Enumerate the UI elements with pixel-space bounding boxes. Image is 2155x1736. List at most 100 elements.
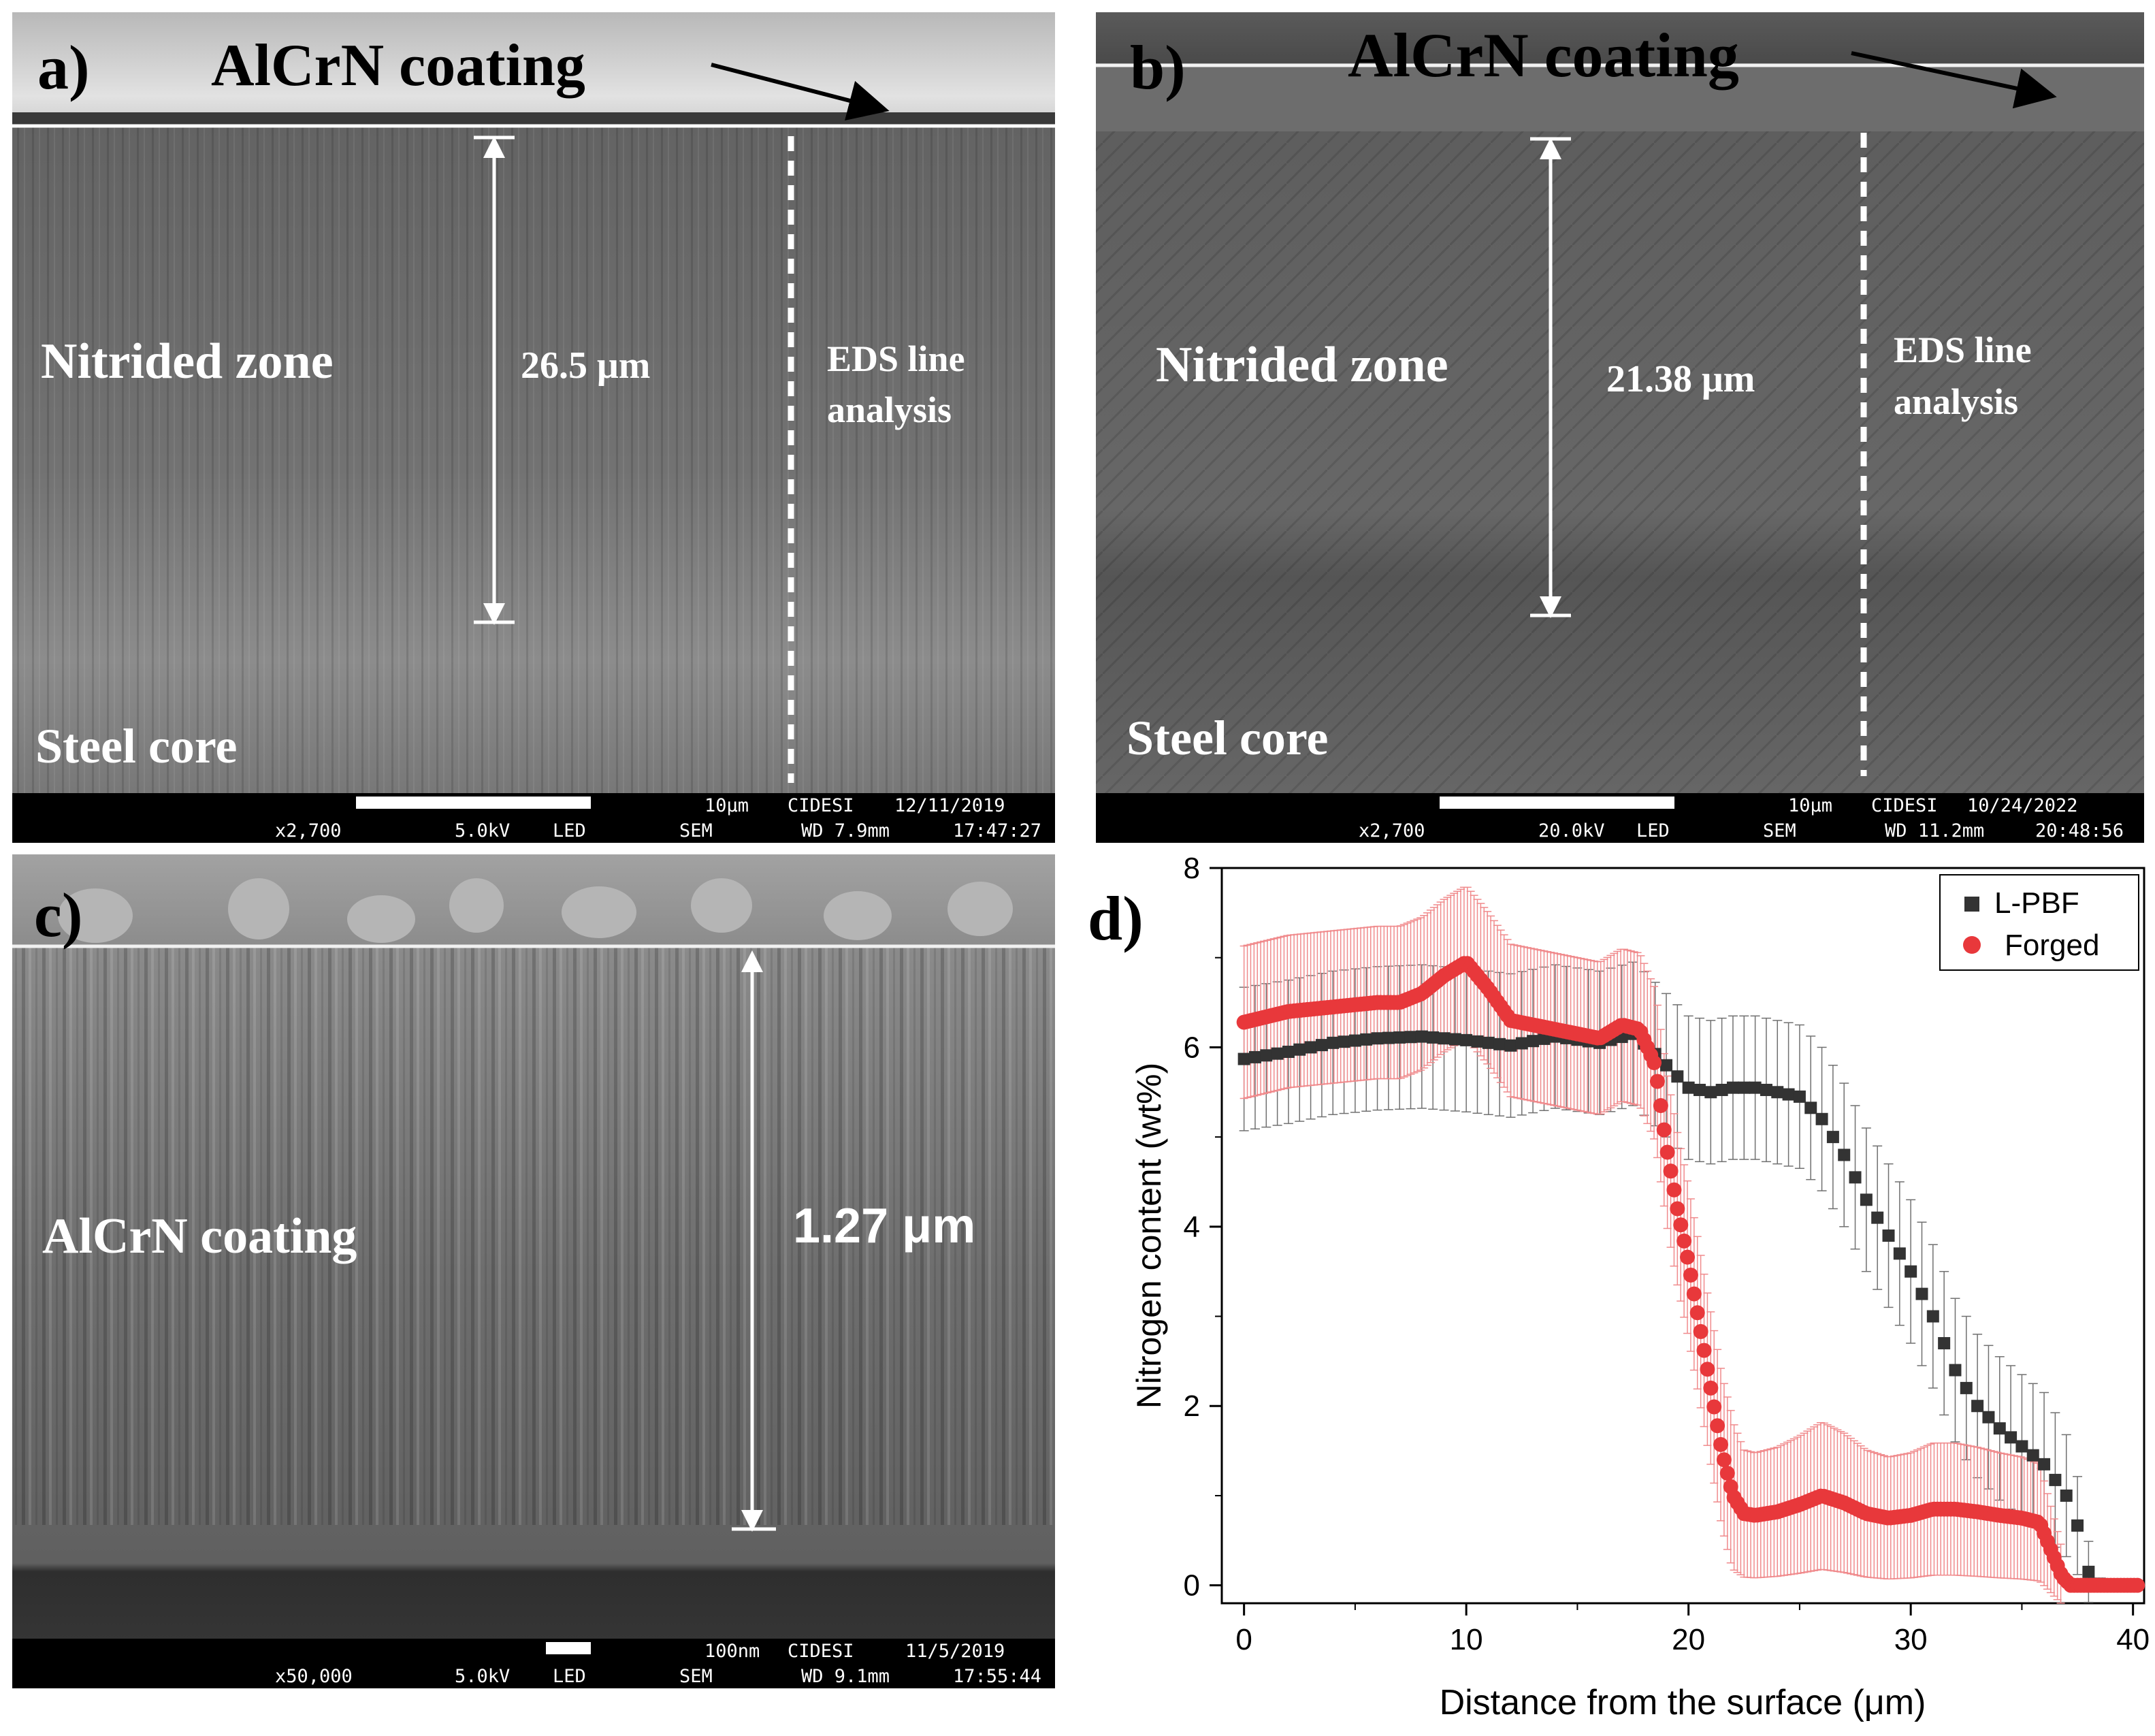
lpbf-point bbox=[1882, 1229, 1895, 1242]
forged-point bbox=[1680, 1249, 1696, 1265]
panel-a-arrow-top bbox=[483, 136, 505, 158]
lpbf-point bbox=[1926, 1310, 1939, 1323]
lpbf-point bbox=[1671, 1070, 1684, 1083]
y-tick-label: 6 bbox=[1184, 1031, 1200, 1064]
panel-a-mag: x2,700 bbox=[275, 820, 342, 841]
panel-a-core-label: Steel core bbox=[35, 719, 238, 773]
forged-point bbox=[1710, 1418, 1725, 1434]
panel-a-zone-label: Nitrided zone bbox=[41, 334, 334, 389]
lpbf-point bbox=[1527, 1035, 1540, 1048]
panel-b-texture bbox=[1096, 129, 2144, 793]
y-tick-label: 8 bbox=[1184, 852, 1200, 885]
panel-c-texture bbox=[12, 946, 1055, 1525]
x-tick-label: 10 bbox=[1450, 1623, 1483, 1656]
lpbf-point bbox=[1327, 1036, 1340, 1049]
legend-lpbf-marker bbox=[1964, 897, 1979, 912]
lpbf-point bbox=[1304, 1041, 1317, 1054]
lpbf-point bbox=[1448, 1033, 1461, 1046]
y-tick-label: 2 bbox=[1184, 1389, 1200, 1423]
lpbf-point bbox=[2049, 1473, 2062, 1486]
panel-a-thickness-label: 26.5 μm bbox=[521, 344, 650, 387]
panel-a: a) AlCrN coating Nitrided zone 26.5 μm E… bbox=[12, 12, 1055, 843]
panel-c-label: c) bbox=[34, 880, 82, 950]
panel-c-arrow-top bbox=[741, 950, 763, 972]
panel-b-zone-label: Nitrided zone bbox=[1156, 337, 1448, 393]
lpbf-point bbox=[1504, 1039, 1517, 1052]
lpbf-point bbox=[1237, 1052, 1250, 1065]
panel-c-detector: LED bbox=[553, 1666, 586, 1687]
forged-point bbox=[1647, 1055, 1662, 1070]
lpbf-point bbox=[1749, 1081, 1762, 1094]
lpbf-point bbox=[1838, 1148, 1851, 1161]
x-tick-label: 20 bbox=[1672, 1623, 1705, 1656]
forged-point bbox=[1673, 1217, 1689, 1233]
lpbf-point bbox=[1849, 1171, 1862, 1184]
forged-point bbox=[1700, 1362, 1715, 1377]
lpbf-point bbox=[1404, 1031, 1417, 1044]
lpbf-point bbox=[1315, 1039, 1328, 1052]
panel-b-eds-label-1: EDS line bbox=[1894, 329, 2032, 370]
panel-a-kv: 5.0kV bbox=[455, 820, 510, 841]
lpbf-point bbox=[1726, 1081, 1739, 1094]
panel-a-time: 17:47:27 bbox=[953, 820, 1041, 841]
forged-point bbox=[1713, 1436, 1729, 1452]
lpbf-point bbox=[1393, 1031, 1406, 1044]
panel-d-label: d) bbox=[1088, 884, 1144, 953]
lpbf-point bbox=[1515, 1037, 1528, 1050]
panel-a-org: CIDESI bbox=[788, 795, 854, 816]
panel-a-coating-layer bbox=[12, 112, 1055, 126]
lpbf-point bbox=[1826, 1131, 1839, 1144]
panel-b-mode: SEM bbox=[1763, 820, 1796, 841]
panel-b-scale-bar bbox=[1440, 797, 1674, 809]
lpbf-point bbox=[1804, 1102, 1817, 1114]
lpbf-point bbox=[1905, 1265, 1917, 1278]
lpbf-point bbox=[1938, 1337, 1951, 1350]
lpbf-point bbox=[2026, 1449, 2039, 1462]
forged-point bbox=[1686, 1286, 1702, 1302]
panel-a-coating-arrow bbox=[711, 63, 890, 120]
panel-b-coating-label: AlCrN coating bbox=[1348, 20, 1739, 90]
panel-a-arrow-bottom bbox=[483, 603, 505, 625]
lpbf-point bbox=[1893, 1247, 1906, 1260]
lpbf-point bbox=[1471, 1035, 1484, 1048]
panel-c-thickness-label: 1.27 μm bbox=[793, 1199, 975, 1253]
panel-b-date: 10/24/2022 bbox=[1967, 795, 2078, 816]
lpbf-point bbox=[1793, 1090, 1806, 1103]
panel-a-date: 12/11/2019 bbox=[894, 795, 1005, 816]
lpbf-point bbox=[1993, 1422, 2006, 1435]
lpbf-point bbox=[1771, 1086, 1784, 1099]
lpbf-point bbox=[1860, 1193, 1873, 1206]
legend-lpbf-label: L-PBF bbox=[1994, 886, 2079, 920]
panel-c-kv: 5.0kV bbox=[455, 1666, 510, 1687]
panel-c: c) AlCrN coating 1.27 μm 100nm CIDESI 11… bbox=[12, 854, 1055, 1688]
x-tick-label: 30 bbox=[1894, 1623, 1928, 1656]
panel-b-coating-layer bbox=[1096, 63, 2144, 131]
lpbf-point bbox=[1248, 1050, 1261, 1063]
lpbf-point bbox=[1760, 1083, 1772, 1096]
forged-point bbox=[1683, 1267, 1698, 1283]
panel-a-texture bbox=[12, 126, 1055, 807]
panel-b-time: 20:48:56 bbox=[2035, 820, 2124, 841]
panel-a-coating-label: AlCrN coating bbox=[211, 33, 585, 99]
lpbf-point bbox=[1482, 1036, 1495, 1049]
panel-b-label: b) bbox=[1130, 33, 1186, 102]
panel-c-scale-text: 100nm bbox=[704, 1641, 760, 1662]
panel-b: b) AlCrN coating Nitrided zone 21.38 μm … bbox=[1096, 12, 2144, 843]
lpbf-point bbox=[1782, 1088, 1795, 1101]
forged-point bbox=[1659, 1144, 1675, 1160]
lpbf-point bbox=[1360, 1033, 1373, 1046]
lpbf-point bbox=[1682, 1081, 1695, 1094]
y-tick-label: 4 bbox=[1184, 1210, 1200, 1244]
forged-point bbox=[1670, 1201, 1685, 1217]
panel-c-info-bar bbox=[12, 1639, 1055, 1688]
lpbf-point bbox=[2060, 1489, 2073, 1502]
lpbf-point bbox=[2005, 1431, 2018, 1444]
x-tick-label: 0 bbox=[1235, 1623, 1252, 1656]
lpbf-point bbox=[2071, 1519, 2084, 1532]
panel-b-wd: WD 11.2mm bbox=[1885, 820, 1984, 841]
lpbf-point bbox=[1348, 1034, 1361, 1047]
panel-c-arrow-bottom bbox=[741, 1510, 763, 1532]
legend-forged-label: Forged bbox=[2005, 929, 2099, 962]
chart-legend-box bbox=[1939, 874, 2139, 971]
panel-a-eds-label-2: analysis bbox=[827, 389, 952, 430]
